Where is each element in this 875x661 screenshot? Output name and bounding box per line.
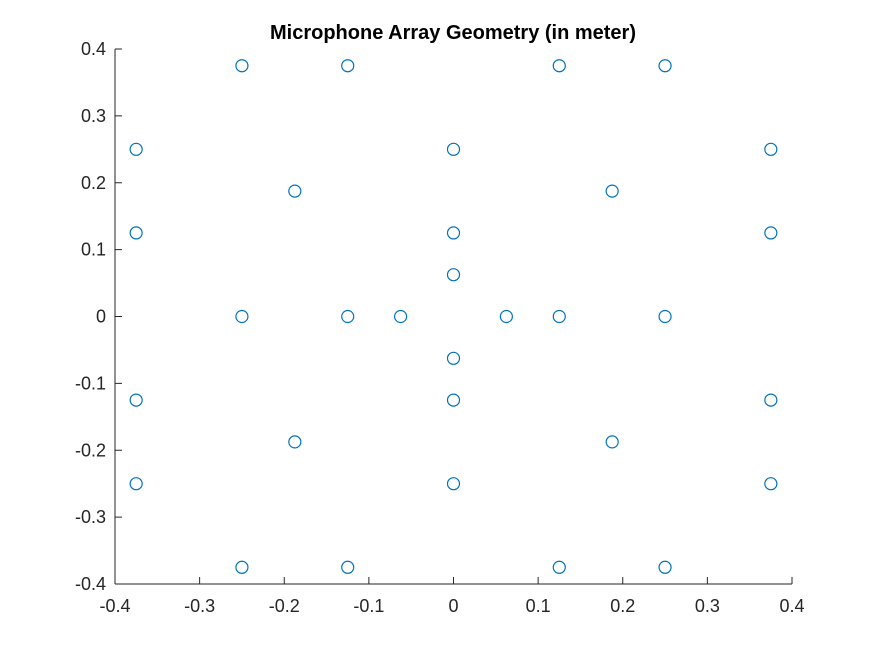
x-tick-label: 0 xyxy=(448,596,458,616)
data-point xyxy=(605,184,619,198)
x-tick-label: -0.1 xyxy=(353,596,384,616)
x-tick-label: 0.1 xyxy=(526,596,551,616)
data-point xyxy=(764,477,778,491)
data-point xyxy=(446,477,461,491)
data-point xyxy=(129,393,143,407)
data-point xyxy=(552,560,566,574)
data-point xyxy=(658,59,672,73)
y-tick-label: 0.3 xyxy=(81,106,106,126)
x-tick-label: 0.2 xyxy=(610,596,635,616)
data-point xyxy=(235,309,249,324)
data-point xyxy=(499,309,513,324)
data-point xyxy=(341,560,355,574)
data-point xyxy=(552,59,566,73)
x-tick-labels: -0.4 -0.3 -0.2 -0.1 0 0.1 0.2 0.3 0.4 xyxy=(99,596,804,616)
data-point xyxy=(764,142,778,156)
y-tick-label: 0 xyxy=(96,307,106,327)
data-point xyxy=(235,59,249,73)
data-point xyxy=(446,351,461,365)
data-point xyxy=(446,226,461,240)
data-point xyxy=(341,309,355,324)
data-point xyxy=(552,309,566,324)
data-point xyxy=(446,393,461,407)
y-tick-label: 0.4 xyxy=(81,39,106,59)
data-point xyxy=(764,226,778,240)
data-point xyxy=(764,393,778,407)
data-point xyxy=(394,309,408,324)
x-tick-label: -0.2 xyxy=(269,596,300,616)
data-point xyxy=(658,309,672,324)
data-point xyxy=(129,142,143,156)
data-point xyxy=(658,560,672,574)
data-point xyxy=(446,268,461,282)
data-point xyxy=(288,435,302,449)
y-tick-label: 0.1 xyxy=(81,240,106,260)
x-tick-label: 0.3 xyxy=(695,596,720,616)
y-tick-label: -0.4 xyxy=(75,574,106,594)
data-point xyxy=(341,59,355,73)
y-tick-labels: -0.4 -0.3 -0.2 -0.1 0 0.1 0.2 0.3 0.4 xyxy=(75,39,106,594)
data-point xyxy=(129,477,143,491)
axes xyxy=(114,49,792,585)
y-tick-label: 0.2 xyxy=(81,173,106,193)
y-tick-label: -0.2 xyxy=(75,440,106,460)
chart-title: Microphone Array Geometry (in meter) xyxy=(270,22,636,44)
data-point xyxy=(605,435,619,449)
x-tick-label: -0.4 xyxy=(99,596,130,616)
data-point xyxy=(446,142,461,156)
data-point xyxy=(235,560,249,574)
data-point xyxy=(129,226,143,240)
x-tick-label: 0.4 xyxy=(779,596,804,616)
y-tick-label: -0.3 xyxy=(75,507,106,527)
x-tick-label: -0.3 xyxy=(184,596,215,616)
data-point xyxy=(288,184,302,198)
data-points xyxy=(129,59,778,574)
y-tick-label: -0.1 xyxy=(75,373,106,393)
tick-marks xyxy=(114,48,793,585)
